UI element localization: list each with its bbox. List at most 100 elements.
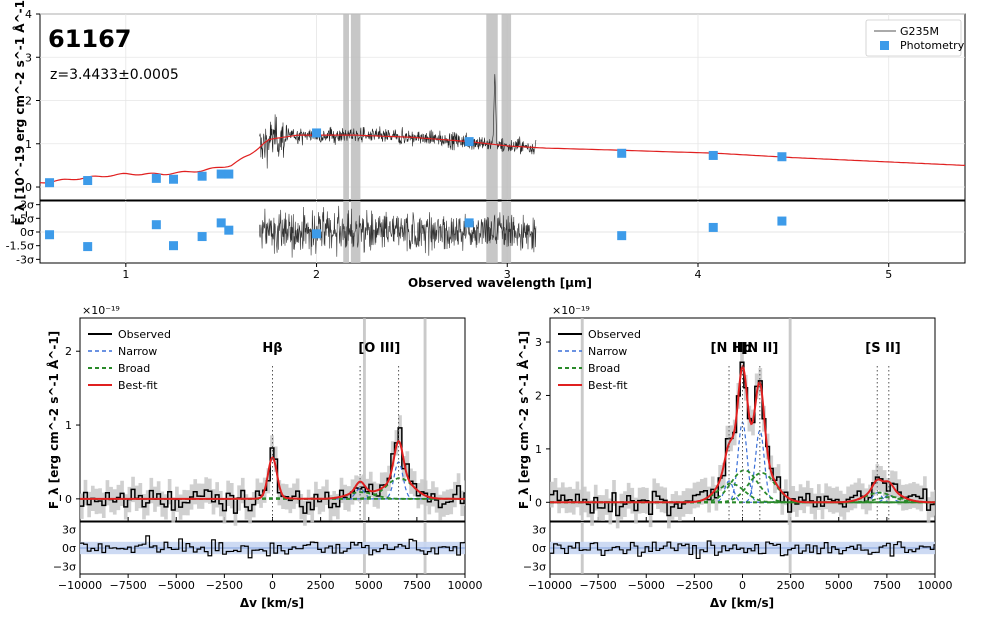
- top-resid-ytick-label: 3σ: [20, 199, 34, 212]
- fit-residuals: [550, 540, 935, 560]
- ytick-label: 2: [65, 345, 72, 358]
- observed-error-band: [550, 349, 935, 529]
- photometry-residual-point: [617, 231, 627, 241]
- photometry-residual-point: [777, 216, 787, 226]
- photometry-point: [45, 178, 55, 188]
- resid-ytick-label: 3σ: [532, 523, 546, 536]
- xtick-label: −5000: [628, 579, 665, 592]
- photometry-point: [197, 171, 207, 181]
- right-legend-bestfit: Best-fit: [588, 379, 628, 392]
- ytick-label: 2: [535, 389, 542, 402]
- redshift-label: z=3.4433±0.0005: [50, 67, 179, 83]
- xtick-label: −10000: [528, 579, 572, 592]
- top-legend-box: [865, 19, 962, 57]
- xtick-label: −2500: [676, 579, 713, 592]
- resid-ytick-label: −3σ: [523, 561, 546, 574]
- photometry-residual-point: [708, 222, 718, 232]
- top-xtick-label: 4: [694, 268, 701, 281]
- photometry-point: [777, 152, 787, 162]
- ytick-label: 0: [535, 496, 542, 509]
- top-xtick-label: 3: [504, 268, 511, 281]
- photometry-residual-point: [464, 218, 474, 228]
- line-label: [N II]: [741, 341, 778, 356]
- left-legend-broad: Broad: [118, 362, 150, 375]
- xtick-label: 0: [269, 579, 276, 592]
- top-spectrum-residuals: [259, 205, 537, 258]
- photometry-point: [617, 148, 627, 158]
- xtick-label: 5000: [825, 579, 853, 592]
- right-legend-narrow: Narrow: [588, 345, 627, 358]
- top-residuals: [45, 205, 787, 258]
- top-spectrum: [259, 74, 537, 169]
- top-xlabel: Observed wavelength [μm]: [408, 276, 592, 290]
- left-legend-observed: Observed: [118, 328, 171, 341]
- xtick-label: 2500: [307, 579, 335, 592]
- photometry-residual-point: [83, 242, 93, 252]
- ytick-label: 1: [65, 419, 72, 432]
- xtick-label: −5000: [158, 579, 195, 592]
- right-legend-observed: Observed: [588, 328, 641, 341]
- halpha-nii-sii-panel: −10000 −7500 −5000 −2500 0 2500 5000 7500 10000 0…: [516, 304, 953, 610]
- top-legend: G235M Photometry: [865, 19, 965, 57]
- top-xtick-label: 1: [122, 268, 129, 281]
- top-resid-mask-band: [350, 201, 361, 263]
- right-plot-content: −10000 −7500 −5000 −2500 0 2500 5000 7500 10000 0…: [523, 318, 953, 592]
- xtick-label: −10000: [58, 579, 102, 592]
- photometry-point: [169, 174, 179, 184]
- xtick-label: 7500: [873, 579, 901, 592]
- right-legend-broad: Broad: [588, 362, 620, 375]
- mask-band: [362, 318, 366, 521]
- left-legend-narrow: Narrow: [118, 345, 157, 358]
- mask-band: [788, 318, 792, 521]
- top-xtick-label: 2: [313, 268, 320, 281]
- line-label: Hα: [733, 341, 753, 356]
- fit-residuals: [80, 535, 465, 559]
- photometry-residual-point: [224, 225, 234, 235]
- xtick-label: −7500: [110, 579, 147, 592]
- top-ytick-label: 3: [25, 51, 32, 64]
- top-ytick-label: 1: [25, 138, 32, 151]
- top-resid-ytick-label: -1.5σ: [6, 240, 34, 253]
- photometry-residual-point: [197, 232, 207, 242]
- resid-ytick-label: 0σ: [62, 542, 76, 555]
- photometry-point: [464, 137, 474, 147]
- top-photometry-points: [45, 128, 787, 188]
- line-label: [O III]: [358, 341, 400, 356]
- line-label: [N II]: [711, 341, 748, 356]
- top-model-line: [39, 134, 966, 184]
- ytick-label: 0: [65, 493, 72, 506]
- photometry-residual-point: [151, 220, 161, 230]
- photometry-point: [216, 169, 226, 179]
- mask-band: [423, 318, 427, 521]
- xtick-label: 7500: [403, 579, 431, 592]
- xtick-label: 2500: [777, 579, 805, 592]
- top-resid-mask-band: [501, 201, 512, 263]
- top-mask-band: [350, 14, 361, 200]
- photometry-point: [224, 169, 234, 179]
- left-legend-bestfit: Best-fit: [118, 379, 158, 392]
- top-resid-ytick-label: 0σ: [20, 226, 34, 239]
- resid-ytick-label: −3σ: [53, 561, 76, 574]
- right-legend: Observed Narrow Broad Best-fit: [558, 328, 641, 392]
- observed-spectrum: [80, 427, 465, 514]
- xtick-label: 10000: [448, 579, 483, 592]
- top-ytick-label: 2: [25, 95, 32, 108]
- xtick-label: 5000: [355, 579, 383, 592]
- top-mask-band: [343, 14, 349, 200]
- ytick-label: 3: [535, 336, 542, 349]
- line-label: Hβ: [262, 341, 282, 356]
- photometry-residual-point: [312, 229, 322, 239]
- photometry-residual-point: [45, 230, 55, 240]
- right-xlabel: Δv [km/s]: [710, 596, 774, 610]
- xtick-label: 0: [739, 579, 746, 592]
- right-ylabel: F_λ [erg cm^-2 s^-1 Å^-1]: [516, 331, 532, 509]
- top-observed-spectrum: [259, 74, 537, 169]
- object-id: 61167: [48, 25, 132, 53]
- ytick-label: 1: [535, 443, 542, 456]
- left-plot-content: −10000 −7500 −5000 −2500 0 2500 5000 7500 10000 0…: [53, 318, 483, 592]
- line-label: [S II]: [865, 341, 900, 356]
- photometry-point: [312, 128, 322, 138]
- resid-ytick-label: 3σ: [62, 523, 76, 536]
